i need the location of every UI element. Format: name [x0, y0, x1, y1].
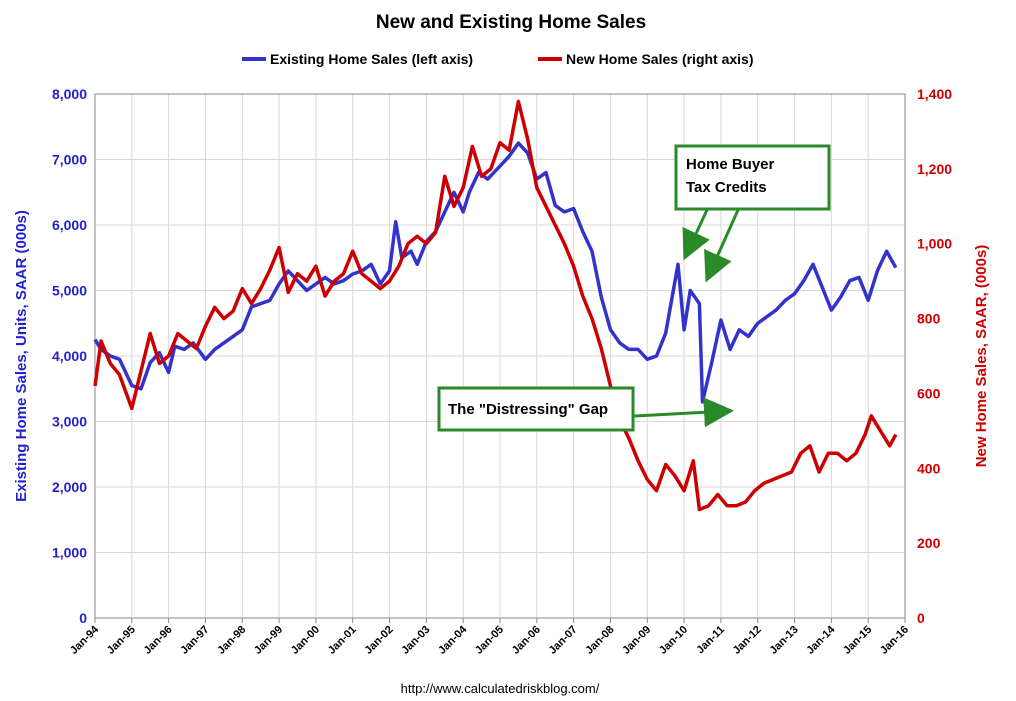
annotation-box-tax-credits — [674, 144, 831, 211]
left-tick-label: 3,000 — [52, 414, 87, 430]
annotation-distressing-gap: The "Distressing" Gap — [437, 386, 734, 432]
x-tick-label: Jan-00 — [289, 624, 322, 657]
series-line-new-home-sales — [93, 99, 898, 512]
right-tick-label: 1,000 — [917, 236, 952, 252]
left-axis-label: Existing Home Sales, Units, SAAR (000s) — [13, 210, 30, 502]
x-tick-label: Jan-15 — [841, 624, 874, 657]
left-tick-label: 1,000 — [52, 545, 87, 561]
annotation-text-gap: The "Distressing" Gap — [448, 401, 608, 418]
left-tick-label: 2,000 — [52, 479, 87, 495]
x-axis-ticks: Jan-94 Jan-95 Jan-96 Jan-97 Jan-98 Jan-99 Jan-… — [68, 618, 911, 657]
annotation-arrow-tax-credit-2 — [704, 209, 740, 283]
annotation-text-tax-credits-1: Home Buyer — [686, 156, 775, 173]
x-tick-label: Jan-99 — [252, 624, 285, 657]
right-tick-label: 400 — [917, 460, 941, 476]
x-tick-label: Jan-12 — [731, 624, 764, 657]
right-tick-label: 200 — [917, 535, 941, 551]
x-tick-label: Jan-14 — [804, 623, 838, 657]
x-tick-label: Jan-03 — [399, 624, 432, 657]
right-tick-label: 800 — [917, 311, 941, 327]
left-tick-label: 7,000 — [52, 152, 87, 168]
x-tick-label: Jan-06 — [510, 624, 543, 657]
legend: Existing Home Sales (left axis) New Home… — [242, 51, 754, 67]
left-tick-label: 5,000 — [52, 283, 87, 299]
annotation-text-tax-credits-2: Tax Credits — [686, 179, 767, 196]
right-tick-label: 1,200 — [917, 161, 952, 177]
right-tick-label: 1,400 — [917, 86, 952, 102]
left-tick-label: 8,000 — [52, 86, 87, 102]
right-tick-label: 0 — [917, 610, 925, 626]
source-url: http://www.calculatedriskblog.com/ — [401, 681, 600, 696]
left-tick-label: 6,000 — [52, 217, 87, 233]
legend-label-new: New Home Sales (right axis) — [566, 51, 754, 67]
x-tick-label: Jan-02 — [363, 624, 396, 657]
x-tick-label: Jan-10 — [657, 624, 690, 657]
x-tick-label: Jan-11 — [694, 624, 727, 657]
x-tick-label: Jan-01 — [326, 624, 359, 657]
x-tick-label: Jan-08 — [583, 624, 616, 657]
x-tick-label: Jan-05 — [473, 624, 506, 657]
x-tick-label: Jan-94 — [68, 623, 102, 657]
annotation-arrow-gap — [633, 397, 734, 428]
legend-label-existing: Existing Home Sales (left axis) — [270, 51, 473, 67]
x-tick-label: Jan-97 — [178, 624, 211, 657]
x-tick-label: Jan-98 — [215, 624, 248, 657]
x-tick-label: Jan-16 — [878, 624, 911, 657]
x-tick-label: Jan-04 — [436, 623, 470, 657]
annotation-arrow-tax-credit-1 — [682, 209, 710, 261]
x-tick-label: Jan-09 — [620, 624, 653, 657]
left-tick-label: 0 — [79, 610, 87, 626]
left-axis-ticks: 0 1,000 2,000 3,000 4,000 5,000 6,000 7,000 8,00… — [52, 86, 87, 626]
x-tick-label: Jan-07 — [547, 624, 580, 657]
x-tick-label: Jan-96 — [142, 624, 175, 657]
left-tick-label: 4,000 — [52, 348, 87, 364]
x-tick-label: Jan-95 — [105, 624, 138, 657]
right-axis-label: New Home Sales, SAAR, (000s) — [973, 245, 990, 468]
x-tick-label: Jan-13 — [768, 624, 801, 657]
annotation-tax-credits: Home Buyer Tax Credits — [674, 144, 831, 283]
chart-title: New and Existing Home Sales — [376, 12, 646, 33]
series-line-existing-home-sales — [93, 141, 898, 404]
annotation-box-gap — [437, 386, 635, 432]
right-tick-label: 600 — [917, 385, 941, 401]
right-axis-ticks: 0 200 400 600 800 1,000 1,200 1,400 — [917, 86, 952, 626]
